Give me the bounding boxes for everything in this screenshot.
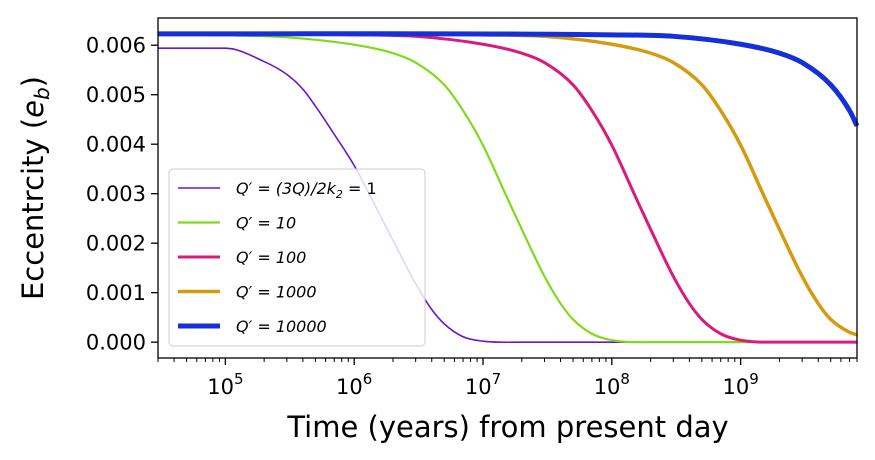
x-axis-title: Time (years) from present day xyxy=(286,410,728,444)
series-line-2 xyxy=(157,33,857,344)
y-tick-label: 0.005 xyxy=(86,83,146,107)
x-tick-label: 109 xyxy=(723,370,759,399)
legend-label-5: Q′ = 10000 xyxy=(236,317,327,336)
y-axis-title-subscript: b xyxy=(30,87,54,100)
x-tick-label: 108 xyxy=(594,370,630,399)
x-axis-ticks: 105 106 107 108 109 xyxy=(157,358,858,399)
y-tick-label: 0.001 xyxy=(86,281,146,305)
y-axis-title: Eccentrcity (eb) xyxy=(16,76,54,300)
y-axis-title-variable: e xyxy=(16,100,50,118)
legend: Q′ = (3Q)/2k2 = 1 Q′ = 10 Q′ = 100 Q′ = 100… xyxy=(168,168,426,347)
series-line-5 xyxy=(157,31,860,127)
legend-label-2: Q′ = 10 xyxy=(236,214,296,233)
y-tick-label: 0.002 xyxy=(86,232,146,256)
plot-frame xyxy=(157,17,858,359)
legend-label-4: Q′ = 1000 xyxy=(236,283,317,302)
y-tick-label: 0.003 xyxy=(86,182,146,206)
legend-label-3: Q′ = 100 xyxy=(236,248,306,267)
x-tick-label: 107 xyxy=(465,370,501,399)
y-axis-title-close: ) xyxy=(16,76,50,87)
series-line-3 xyxy=(157,32,857,344)
y-tick-label: 0.006 xyxy=(86,34,146,58)
legend-label-1: Q′ = (3Q)/2k2 = 1 xyxy=(236,179,377,201)
y-tick-label: 0.000 xyxy=(86,331,146,355)
y-tick-label: 0.004 xyxy=(86,133,146,157)
y-axis-ticks: 0.000 0.001 0.002 0.003 0.004 0.005 0.006 xyxy=(86,34,158,355)
x-tick-label: 106 xyxy=(336,370,372,399)
legend-box xyxy=(168,168,426,347)
y-axis-title-main: Eccentrcity ( xyxy=(16,118,50,300)
x-tick-label: 105 xyxy=(207,370,243,399)
series-layer xyxy=(157,31,860,344)
